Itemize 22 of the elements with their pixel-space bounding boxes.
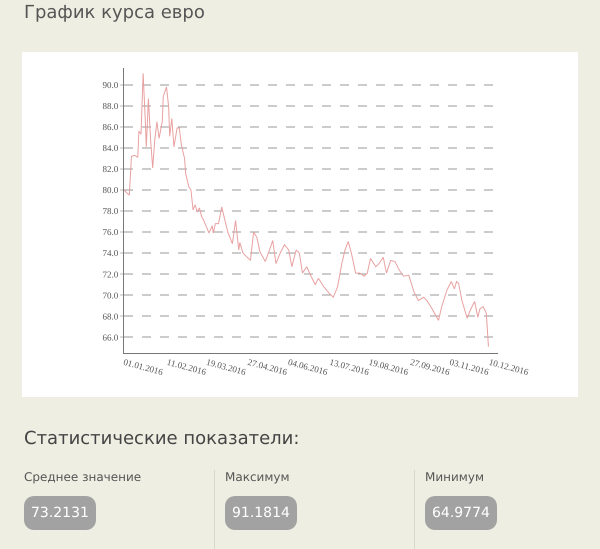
- text: Статистические показатели:: [24, 428, 300, 449]
- y-tick-label: 84.0: [102, 143, 119, 154]
- y-tick-label: 88.0: [102, 101, 119, 112]
- text: Среднее значение: [24, 470, 142, 484]
- chart-title: График курса евро: [24, 2, 205, 23]
- y-tick-label: 66.0: [102, 332, 119, 342]
- text: Максимум: [225, 470, 291, 484]
- y-tick-label: 70.0: [102, 290, 119, 300]
- y-tick-label: 78.0: [102, 206, 119, 216]
- y-tick-label: 76.0: [102, 227, 119, 238]
- y-tick-label: 82.0: [102, 164, 119, 174]
- text: 73.2131: [24, 496, 96, 530]
- y-tick-label: 90.0: [102, 80, 119, 90]
- y-tick-label: 72.0: [102, 269, 119, 280]
- line-series: [124, 72, 489, 348]
- text: 91.1814: [225, 496, 297, 530]
- y-tick-label: 68.0: [102, 311, 119, 322]
- y-tick-label: 86.0: [102, 122, 119, 132]
- text: Минимум: [425, 470, 486, 484]
- y-tick-label: 74.0: [102, 248, 119, 258]
- y-tick-label: 80.0: [102, 185, 119, 196]
- text: 64.9774: [425, 496, 497, 530]
